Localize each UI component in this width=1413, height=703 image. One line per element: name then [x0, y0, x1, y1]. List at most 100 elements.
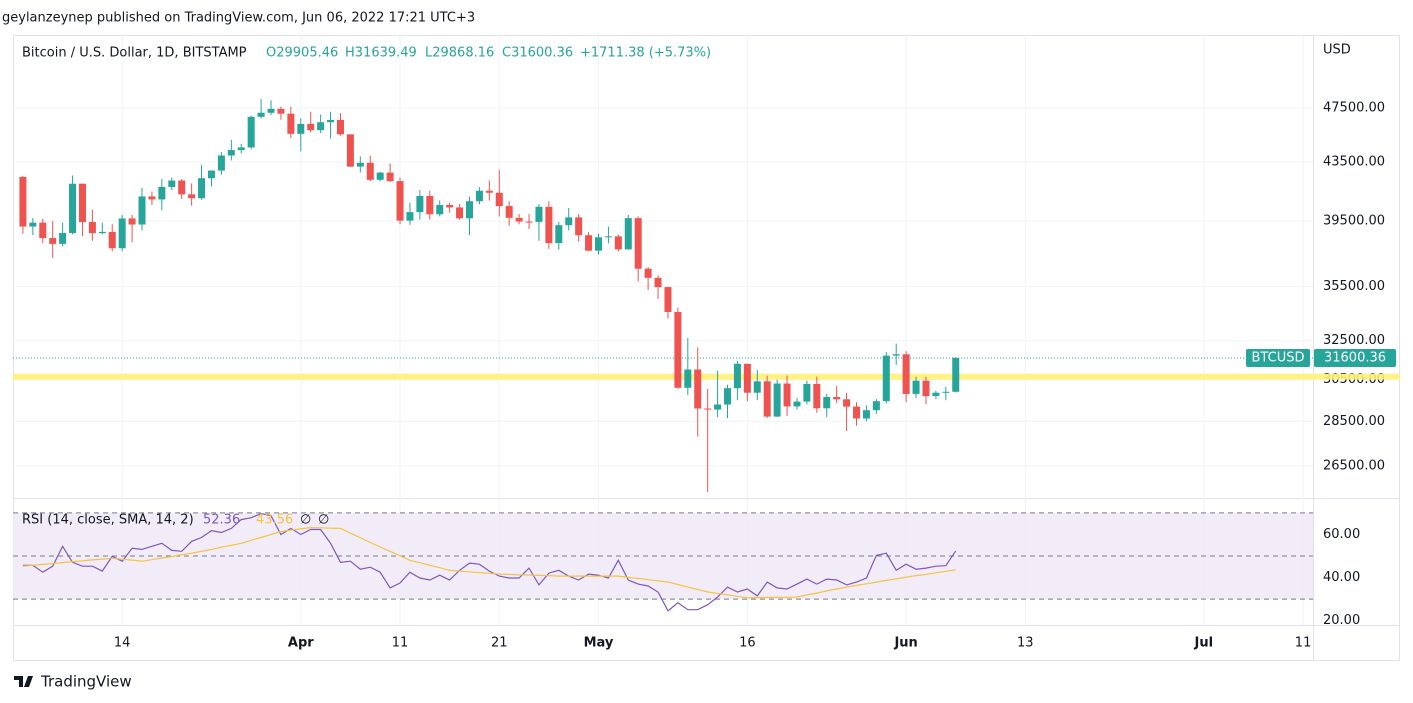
candle-body	[346, 134, 354, 167]
indicator-line	[22, 512, 957, 612]
candle-body	[297, 123, 305, 134]
candle-body	[69, 183, 77, 234]
price-tag	[1314, 348, 1396, 367]
candle-body	[49, 238, 57, 244]
candle-body	[912, 380, 920, 394]
indicator-value: 52.36	[203, 513, 240, 528]
candle-body	[19, 176, 27, 227]
candle-body	[545, 206, 553, 244]
candle-body	[773, 383, 781, 417]
candle-body	[565, 217, 573, 226]
candle-body	[634, 218, 642, 269]
candle-body	[158, 186, 166, 200]
candle-body	[456, 207, 464, 219]
candle-body	[823, 397, 831, 409]
candle-body	[148, 196, 156, 200]
candle-body	[535, 206, 543, 222]
candle-body	[168, 180, 176, 187]
price-tick-label: 32500.00	[1323, 333, 1385, 348]
candle-body	[952, 357, 960, 392]
candle-body	[813, 383, 821, 409]
candle-body	[336, 119, 344, 135]
time-tick-label: 14	[114, 636, 131, 651]
candle-body	[594, 237, 602, 251]
ohlc-legend-value: L29868.16	[425, 46, 494, 61]
candle-body	[98, 231, 106, 234]
logo-mark	[14, 676, 33, 687]
candle-body	[525, 221, 533, 223]
symbol-tag	[1246, 348, 1310, 367]
candle-body	[267, 108, 275, 113]
rsi-tick-label: 40.00	[1323, 570, 1360, 585]
candle-body	[396, 181, 404, 221]
candle-body	[862, 410, 870, 419]
candle-body	[932, 392, 940, 397]
candle-body	[555, 225, 563, 244]
rsi-tick-label: 20.00	[1323, 613, 1360, 628]
ohlc-legend-value: +1711.38 (+5.73%)	[580, 46, 711, 61]
publisher-line: geylanzeynep published on TradingView.co…	[2, 11, 475, 26]
symbol-title: Bitcoin / U.S. Dollar, 1D, BITSTAMP	[22, 46, 247, 61]
candle-body	[118, 218, 126, 249]
candle-body	[416, 195, 424, 213]
candle-body	[88, 222, 96, 234]
candle-body	[307, 123, 315, 131]
candle-body	[138, 196, 146, 225]
candle-body	[604, 236, 612, 238]
candle-body	[29, 222, 37, 227]
candle-body	[892, 354, 900, 356]
candle-body	[207, 170, 215, 179]
price-tick-label: 47500.00	[1323, 100, 1385, 115]
candle-body	[178, 180, 186, 195]
candle-body	[743, 363, 751, 393]
candle-body	[684, 369, 692, 388]
candle-body	[257, 112, 265, 117]
candle-body	[59, 233, 67, 244]
time-tick-label: 11	[392, 636, 409, 651]
candle-body	[714, 404, 722, 410]
time-tick-label: Jun	[893, 636, 917, 651]
rsi-tick-label: 60.00	[1323, 527, 1360, 542]
candle-body	[505, 206, 513, 218]
price-tick-label: 43500.00	[1323, 154, 1385, 169]
candle-body	[515, 217, 523, 222]
candle-body	[237, 147, 245, 151]
candle-body	[724, 388, 732, 405]
candle-body	[485, 190, 493, 193]
candle-body	[783, 383, 791, 407]
price-tick-label: 28500.00	[1323, 414, 1385, 429]
price-tag-text: 31600.36	[1324, 350, 1386, 365]
candle-body	[188, 194, 196, 199]
indicator-line	[22, 526, 956, 599]
time-tick-label: 21	[491, 636, 508, 651]
indicator-extra: ∅	[300, 513, 311, 528]
candle-body	[108, 231, 116, 249]
indicator-extra: ∅	[318, 513, 329, 528]
candle-body	[664, 287, 672, 312]
candle-body	[356, 162, 364, 167]
candle-body	[922, 380, 930, 397]
indicator-value: 43.56	[256, 513, 293, 528]
candle-body	[585, 235, 593, 251]
candle-body	[465, 201, 473, 219]
price-tick-label: 39500.00	[1323, 214, 1385, 229]
candle-body	[763, 381, 771, 417]
symbol-tag-text: BTCUSD	[1252, 350, 1305, 365]
candle-body	[446, 204, 454, 208]
time-tick-label: 16	[739, 636, 756, 651]
candle-body	[475, 190, 483, 202]
time-tick-label: May	[584, 636, 614, 651]
candle-body	[376, 172, 384, 180]
candle-body	[406, 212, 414, 221]
candle-body	[654, 277, 662, 288]
ohlc-legend-value: O29905.46	[266, 46, 338, 61]
candle-body	[833, 397, 841, 400]
tradingview-logo: TradingView	[14, 673, 132, 691]
candle-body	[902, 354, 910, 394]
candle-body	[128, 218, 136, 225]
candle-body	[386, 172, 394, 182]
price-axis-unit: USD	[1323, 43, 1351, 58]
candle-body	[614, 236, 622, 250]
